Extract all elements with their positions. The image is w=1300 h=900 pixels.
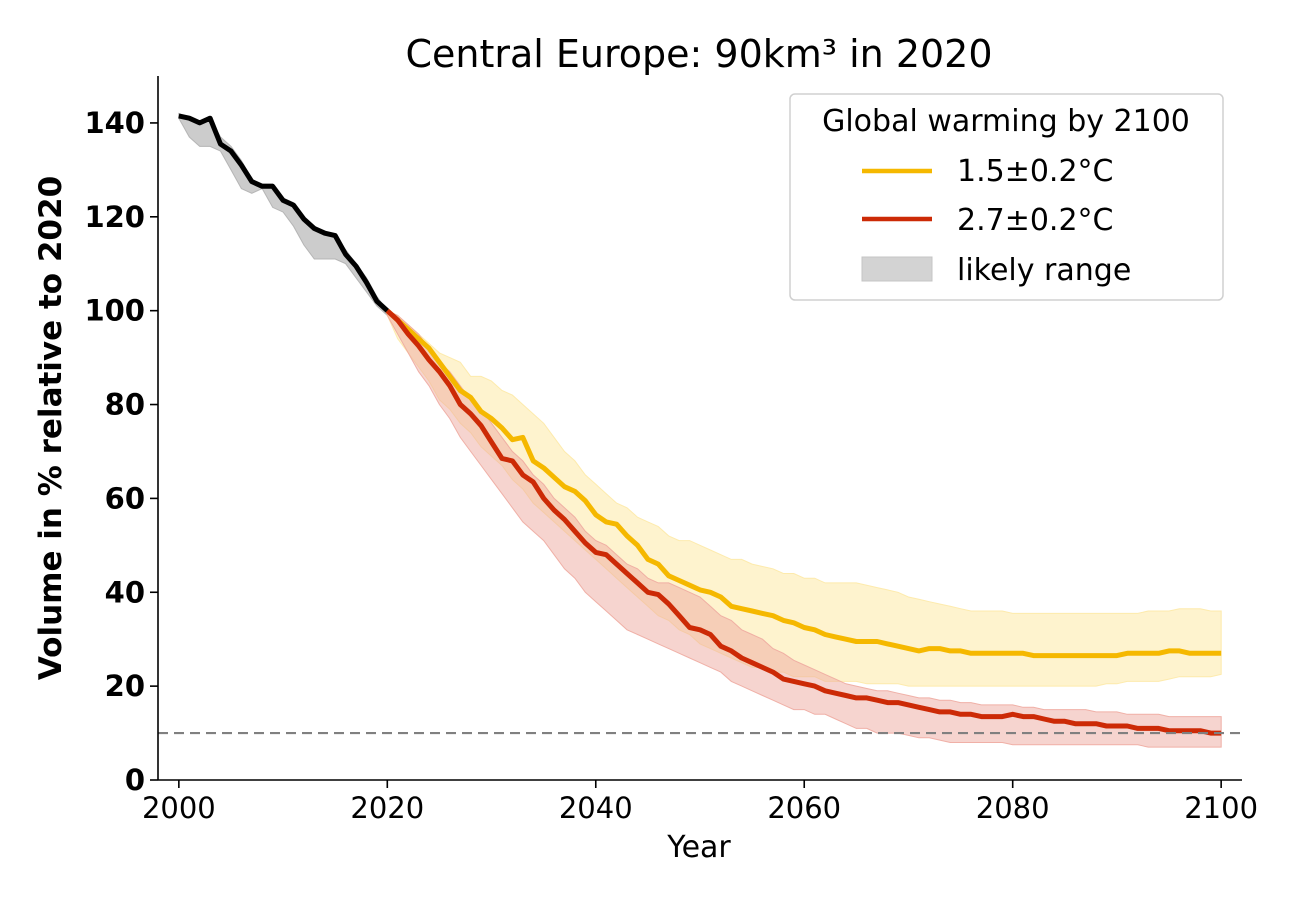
x-tick-label-2080: 2080	[976, 791, 1050, 825]
line-low	[385, 308, 1222, 659]
legend-label-range: likely range	[957, 253, 1131, 288]
y-tick-label-140: 140	[84, 106, 145, 140]
x-axis-ticks: 2000 2020 2040 2060 2080 2100	[142, 780, 1258, 825]
y-tick-label-100: 100	[84, 294, 145, 328]
chart-title: Central Europe: 90km³ in 2020	[405, 32, 992, 76]
line-historical	[178, 113, 389, 313]
legend-label-high: 2.7±0.2°C	[957, 203, 1114, 238]
band-high	[386, 309, 1222, 748]
legend-label-low: 1.5±0.2°C	[957, 154, 1114, 189]
x-axis-label: Year	[666, 830, 731, 865]
legend-swatch-range	[861, 256, 933, 282]
legend-box	[789, 93, 1224, 301]
series-lines	[178, 113, 1222, 736]
y-tick-label-80: 80	[105, 388, 145, 422]
y-axis-ticks: 0 20 40 60 80 100 120 140	[84, 106, 158, 797]
y-tick-label-20: 20	[105, 669, 145, 703]
x-tick-label-2100: 2100	[1184, 791, 1258, 825]
y-tick-label-60: 60	[105, 481, 145, 515]
band-historical	[178, 112, 388, 317]
legend-title: Global warming by 2100	[822, 104, 1190, 139]
y-axis-label: Volume in % relative to 2020	[33, 176, 69, 680]
x-tick-label-2040: 2040	[559, 791, 633, 825]
y-tick-label-0: 0	[125, 763, 145, 797]
legend: Global warming by 2100 1.5±0.2°C 2.7±0.2…	[789, 93, 1224, 301]
x-tick-label-2060: 2060	[767, 791, 841, 825]
y-tick-label-120: 120	[84, 200, 145, 234]
x-tick-label-2020: 2020	[350, 791, 424, 825]
y-tick-label-40: 40	[105, 575, 145, 609]
x-tick-label-2000: 2000	[142, 791, 216, 825]
line-high	[385, 308, 1222, 736]
likely-range-bands	[178, 112, 1222, 748]
